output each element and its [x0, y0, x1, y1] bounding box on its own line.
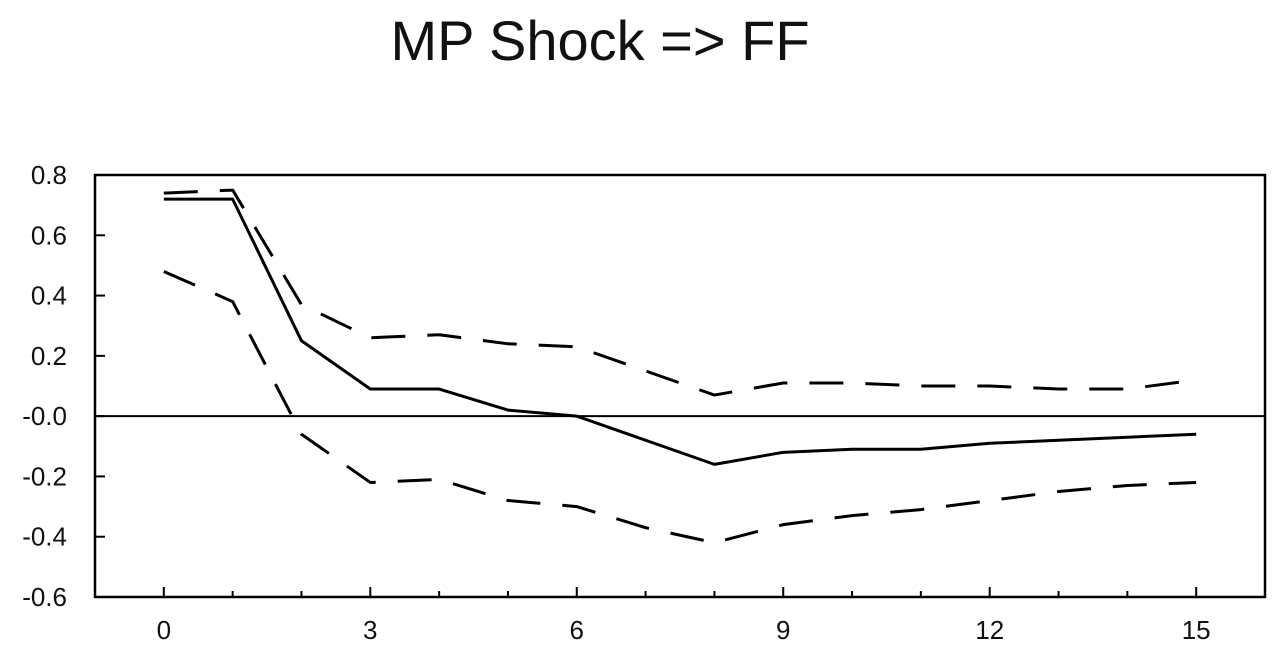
x-tick-label: 6 — [570, 615, 584, 645]
response-line — [163, 197, 1197, 466]
x-tick-label: 12 — [975, 615, 1004, 645]
y-tick-label: 0.6 — [31, 220, 67, 250]
upper-band-line — [163, 188, 1197, 397]
y-tick-label: -0.6 — [22, 582, 67, 612]
y-tick-label: 0.4 — [31, 281, 67, 311]
plot-frame — [93, 173, 1267, 599]
y-tick-label: -0.2 — [22, 461, 67, 491]
y-tick-label: -0.0 — [22, 401, 67, 431]
lower-band-line — [163, 270, 1197, 545]
x-tick-label: 3 — [363, 615, 377, 645]
y-tick-label: -0.4 — [22, 522, 67, 552]
x-tick-label: 0 — [157, 615, 171, 645]
chart-title: MP Shock => FF — [390, 9, 810, 72]
x-tick-label: 15 — [1182, 615, 1211, 645]
y-tick-label: 0.2 — [31, 341, 67, 371]
y-tick-label: 0.8 — [31, 160, 67, 190]
x-tick-label: 9 — [776, 615, 790, 645]
